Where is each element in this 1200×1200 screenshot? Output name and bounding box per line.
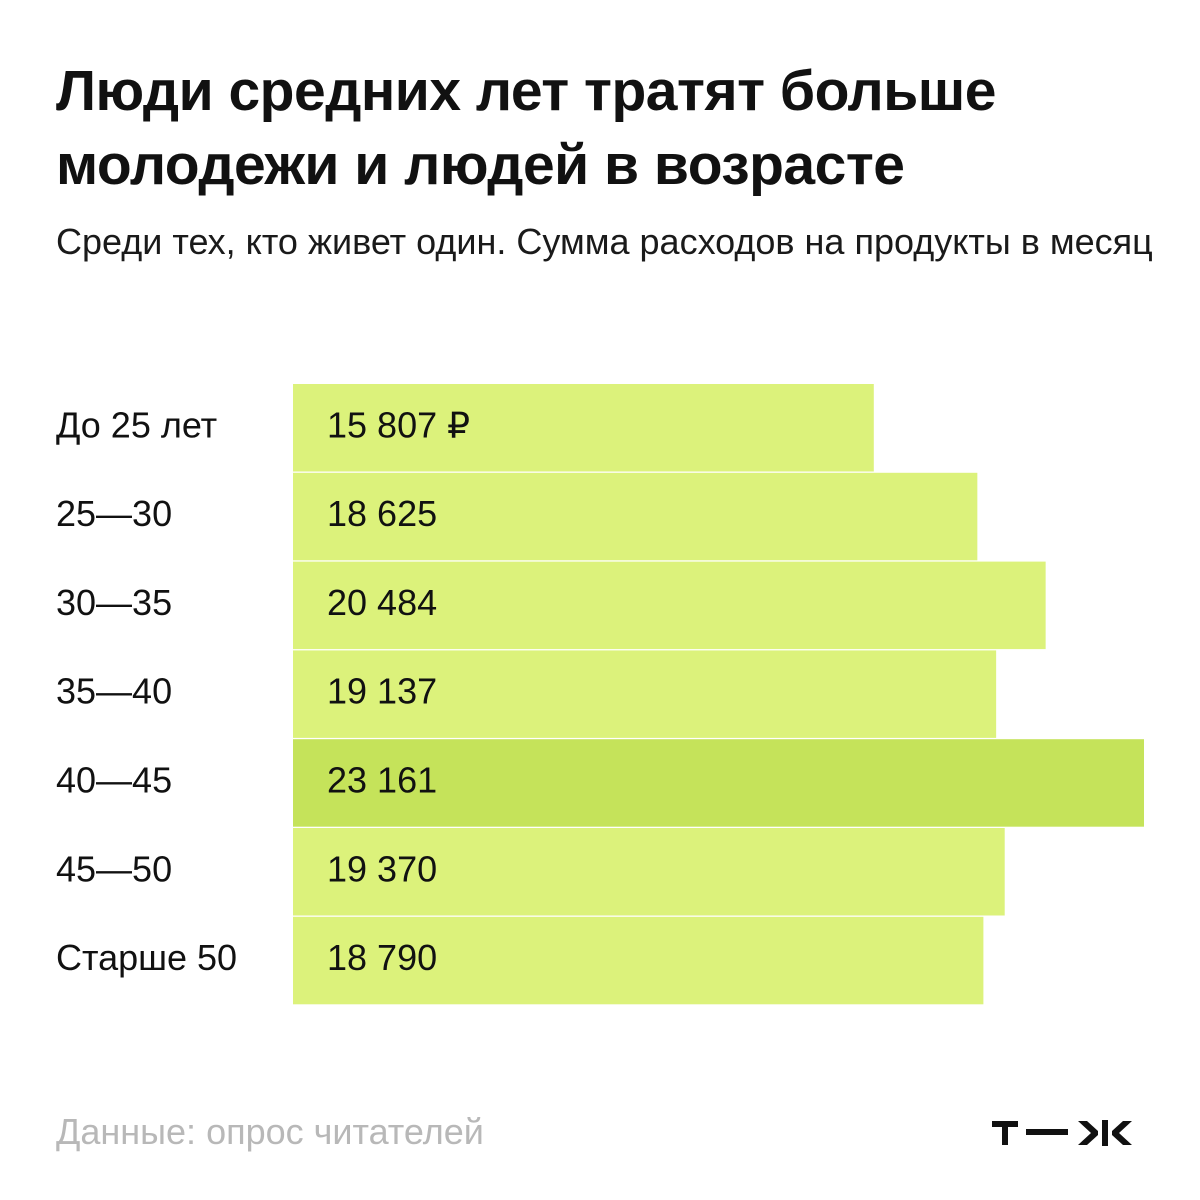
value-label-2: 20 484 (327, 582, 437, 623)
bar-4 (293, 739, 1144, 827)
value-label-0: 15 807 ₽ (327, 404, 470, 445)
value-label-4: 23 161 (327, 759, 437, 800)
category-label-1: 25—30 (56, 493, 172, 534)
category-label-4: 40—45 (56, 759, 172, 800)
brand-logo (992, 1120, 1132, 1146)
value-label-1: 18 625 (327, 493, 437, 534)
chart-subtitle: Среди тех, кто живет один. Сумма расходо… (56, 221, 1153, 262)
bar-3 (293, 650, 997, 738)
category-label-2: 30—35 (56, 582, 172, 623)
value-label-5: 19 370 (327, 848, 437, 889)
chart-title: Люди средних лет тратят больше молодежи … (56, 59, 996, 197)
bar-0 (293, 384, 874, 472)
value-label-3: 19 137 (327, 671, 437, 712)
category-label-5: 45—50 (56, 848, 172, 889)
bar-1 (293, 472, 978, 561)
category-label-3: 35—40 (56, 671, 172, 712)
category-label-6: Старше 50 (56, 937, 237, 978)
category-label-0: До 25 лет (56, 404, 217, 445)
bar-6 (293, 916, 984, 1005)
data-source-note: Данные: опрос читателей (56, 1111, 484, 1152)
value-label-6: 18 790 (327, 937, 437, 978)
bar-5 (293, 828, 1005, 916)
bar-2 (293, 561, 1046, 650)
